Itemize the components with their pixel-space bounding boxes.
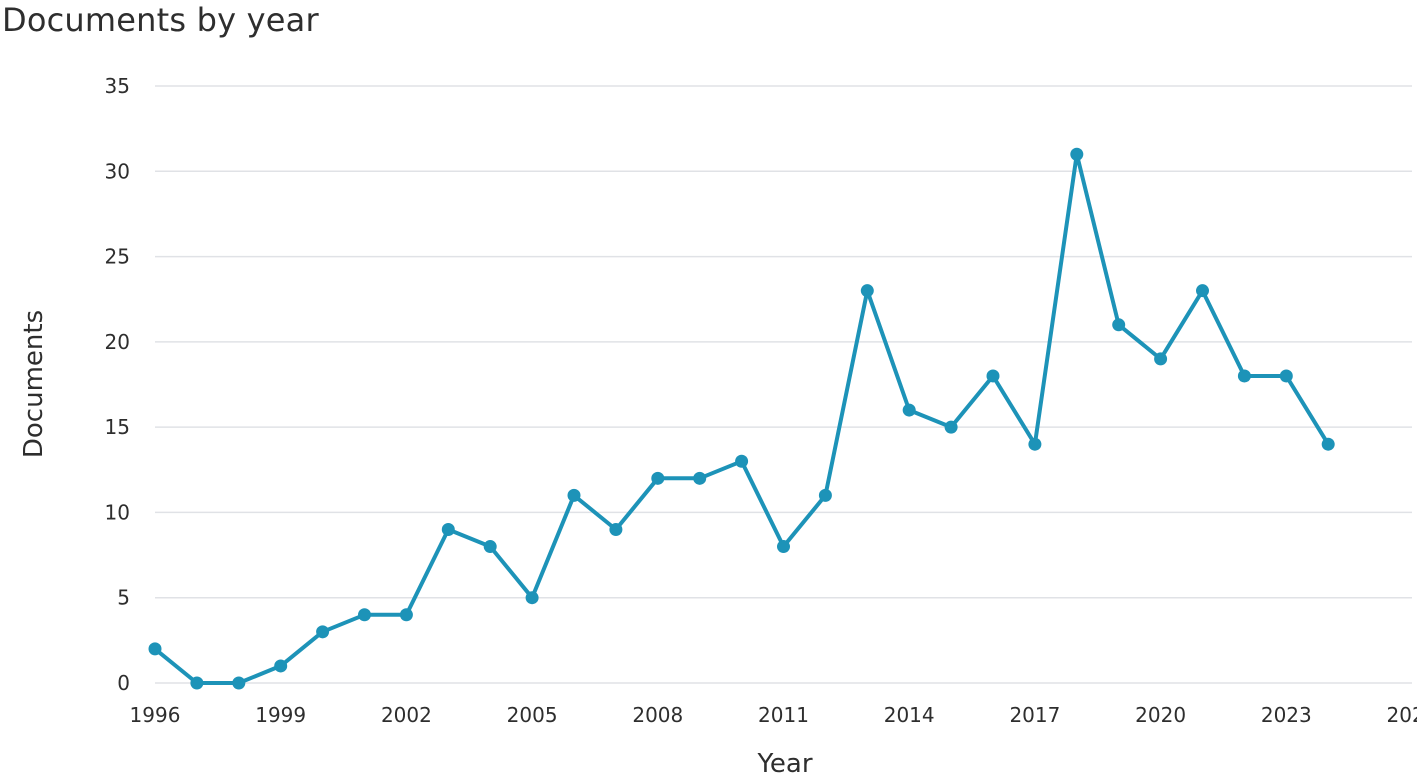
series [148, 147, 1335, 690]
x-tick-label: 2014 [884, 703, 935, 727]
x-tick-label: 2008 [632, 703, 683, 727]
y-tick-label: 35 [105, 74, 130, 98]
data-point[interactable] [316, 625, 330, 639]
data-point[interactable] [1237, 369, 1251, 383]
y-tick-label: 15 [105, 415, 130, 439]
data-point[interactable] [567, 488, 581, 502]
x-tick-label: 2023 [1261, 703, 1312, 727]
data-point[interactable] [777, 540, 790, 554]
y-axis-ticks: 0 5 10 15 20 25 30 35 [105, 74, 130, 695]
y-tick-label: 30 [105, 159, 130, 183]
y-tick-label: 5 [117, 586, 130, 610]
data-point[interactable] [818, 488, 832, 502]
x-tick-label: 2017 [1009, 703, 1060, 727]
data-point[interactable] [1070, 147, 1084, 161]
data-point[interactable] [693, 471, 707, 485]
y-tick-label: 25 [105, 245, 130, 269]
data-point[interactable] [609, 522, 623, 536]
series-line [153, 152, 1331, 685]
data-point[interactable] [148, 642, 162, 656]
y-tick-label: 20 [105, 330, 130, 354]
x-tick-label: 1999 [255, 703, 306, 727]
data-point[interactable] [1154, 352, 1168, 366]
data-point[interactable] [483, 540, 497, 554]
x-tick-label: 2011 [758, 703, 809, 727]
x-tick-label: 2026 [1387, 703, 1417, 727]
x-axis-title: Year [756, 749, 812, 775]
y-tick-label: 10 [105, 500, 130, 524]
x-tick-label: 2020 [1135, 703, 1186, 727]
data-point[interactable] [902, 403, 916, 417]
x-tick-label: 2005 [507, 703, 558, 727]
x-tick-label: 2002 [381, 703, 432, 727]
data-point[interactable] [1196, 284, 1209, 298]
data-point[interactable] [441, 522, 455, 536]
x-axis-ticks: 1996 1999 2002 2005 2008 2011 2014 2017 2020 2023… [130, 703, 1417, 727]
data-point[interactable] [1321, 437, 1335, 451]
data-point[interactable] [1112, 318, 1126, 332]
x-tick-label: 1996 [130, 703, 181, 727]
gridlines [155, 85, 1412, 684]
data-point[interactable] [944, 420, 958, 434]
data-point[interactable] [399, 608, 413, 622]
data-point[interactable] [358, 608, 371, 622]
data-point[interactable] [860, 284, 874, 298]
y-tick-label: 0 [117, 671, 130, 695]
data-point[interactable] [525, 591, 539, 605]
data-point[interactable] [274, 659, 288, 673]
chart-title: Documents by year [2, 1, 319, 39]
data-point[interactable] [1279, 369, 1293, 383]
data-point[interactable] [651, 471, 665, 485]
data-point[interactable] [232, 676, 246, 690]
data-point[interactable] [986, 369, 1000, 383]
data-point[interactable] [190, 676, 204, 690]
data-point[interactable] [735, 454, 749, 468]
y-axis-title: Documents [19, 310, 49, 458]
data-point[interactable] [1028, 437, 1042, 451]
